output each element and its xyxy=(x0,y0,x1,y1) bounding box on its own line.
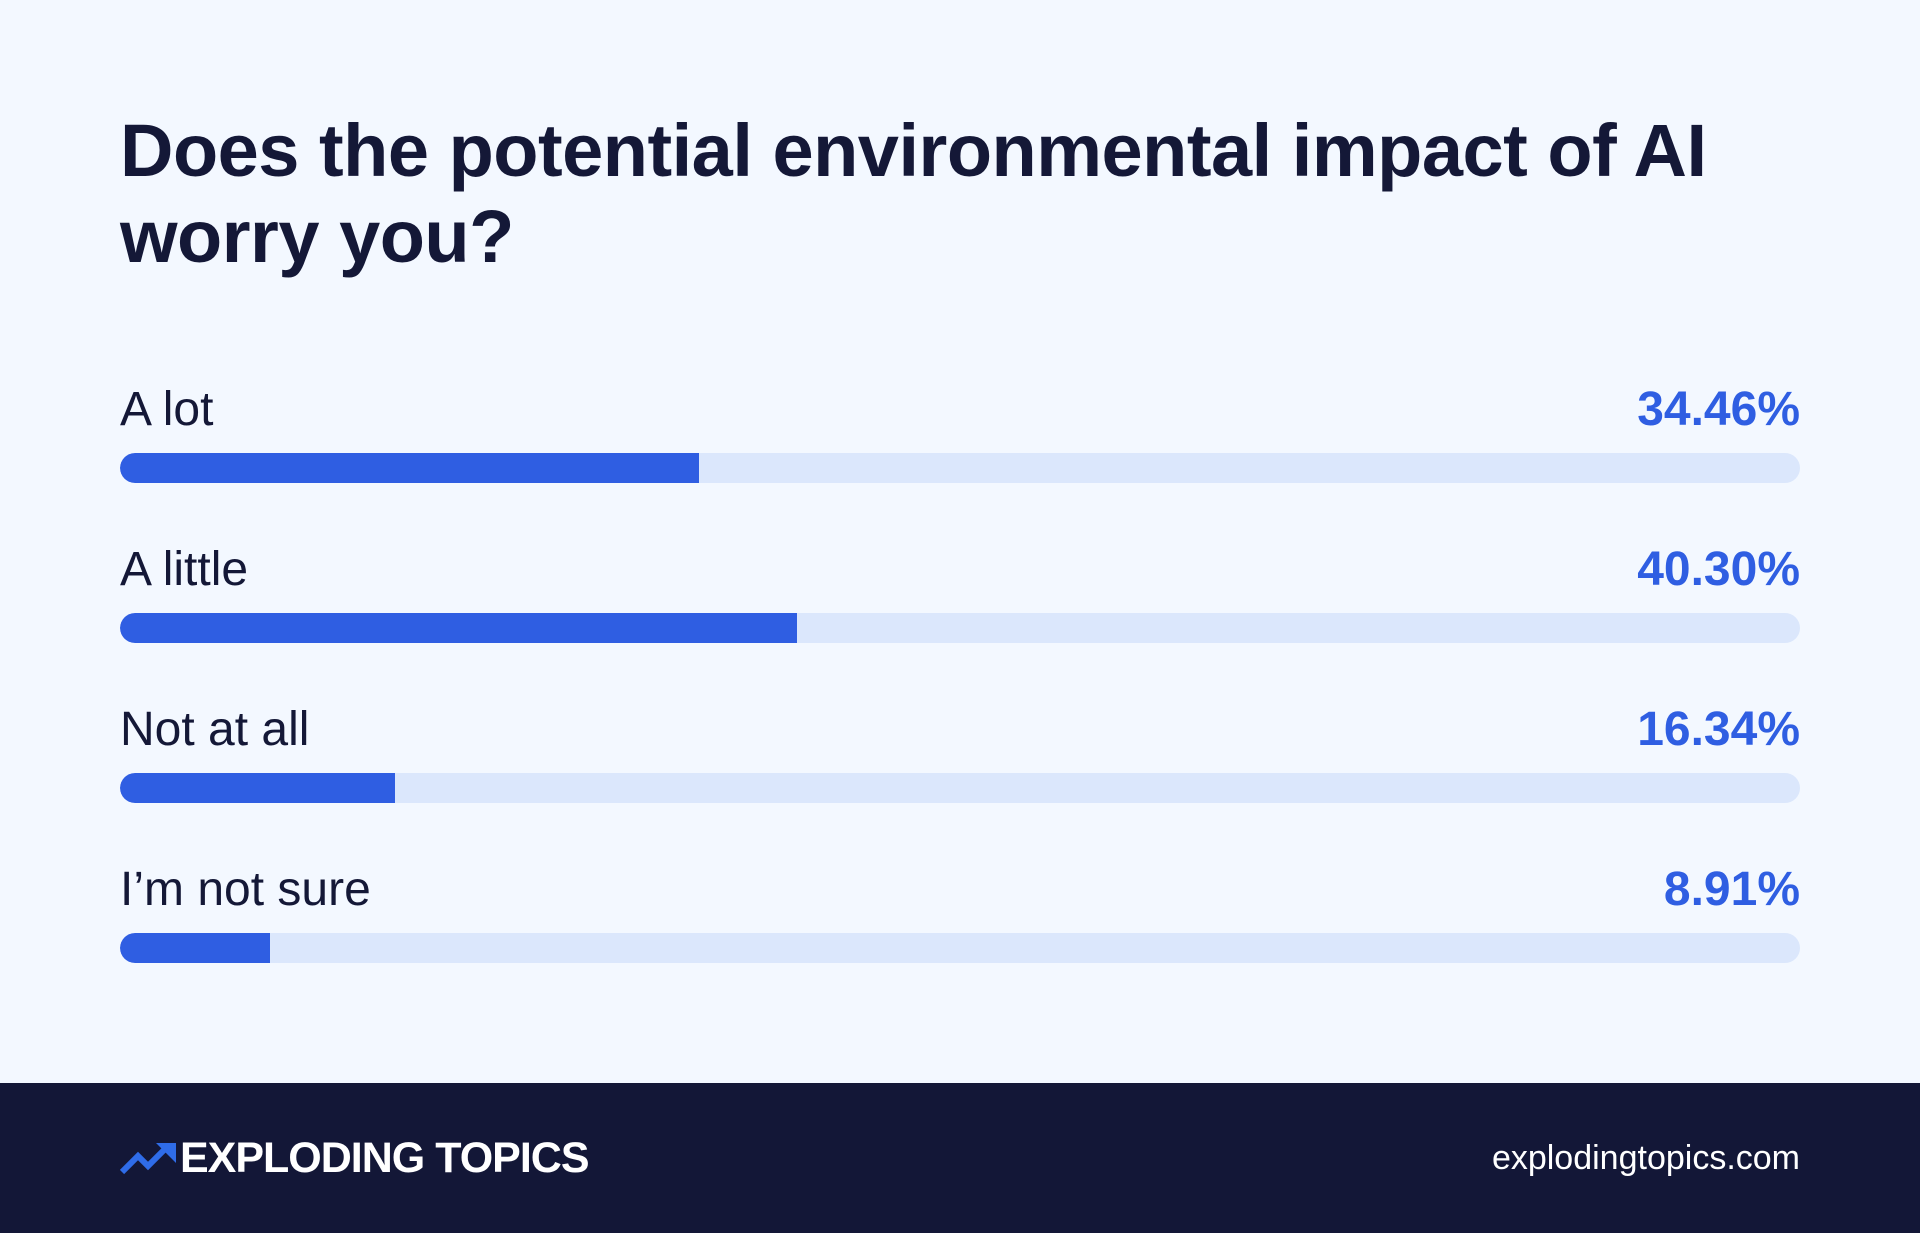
brand-name: EXPLODING TOPICS xyxy=(180,1134,589,1182)
bar-track xyxy=(120,613,1800,643)
bar-list: A lot 34.46% A little 40.30% Not at all … xyxy=(120,372,1800,1012)
bar-fill xyxy=(120,773,395,803)
bar-label: Not at all xyxy=(120,703,310,756)
bar-value-label: 16.34% xyxy=(1637,703,1800,756)
footer: EXPLODING TOPICS explodingtopics.com xyxy=(0,1083,1920,1233)
bar-track xyxy=(120,933,1800,963)
bar-fill xyxy=(120,613,798,643)
bar-row: Not at all 16.34% xyxy=(120,692,1800,852)
chart-title: Does the potential environmental impact … xyxy=(120,109,1707,278)
bar-fill xyxy=(120,933,270,963)
bar-value-label: 34.46% xyxy=(1637,383,1800,436)
bar-value-label: 8.91% xyxy=(1663,863,1800,916)
bar-row: A lot 34.46% xyxy=(120,372,1800,532)
bar-row: A little 40.30% xyxy=(120,532,1800,692)
bar-row: I’m not sure 8.91% xyxy=(120,852,1800,1012)
bar-fill xyxy=(120,453,699,483)
bar-track xyxy=(120,453,1800,483)
bar-track xyxy=(120,773,1800,803)
bar-value-label: 40.30% xyxy=(1637,543,1800,596)
bar-label: A little xyxy=(120,543,249,596)
bar-label: I’m not sure xyxy=(120,863,371,916)
trending-arrow-icon xyxy=(120,1143,176,1175)
brand-logo[interactable]: EXPLODING TOPICS xyxy=(120,1133,589,1183)
chart-area: Does the potential environmental impact … xyxy=(120,109,1800,1012)
site-url-link[interactable]: explodingtopics.com xyxy=(1491,1139,1800,1177)
bar-label: A lot xyxy=(120,383,214,436)
